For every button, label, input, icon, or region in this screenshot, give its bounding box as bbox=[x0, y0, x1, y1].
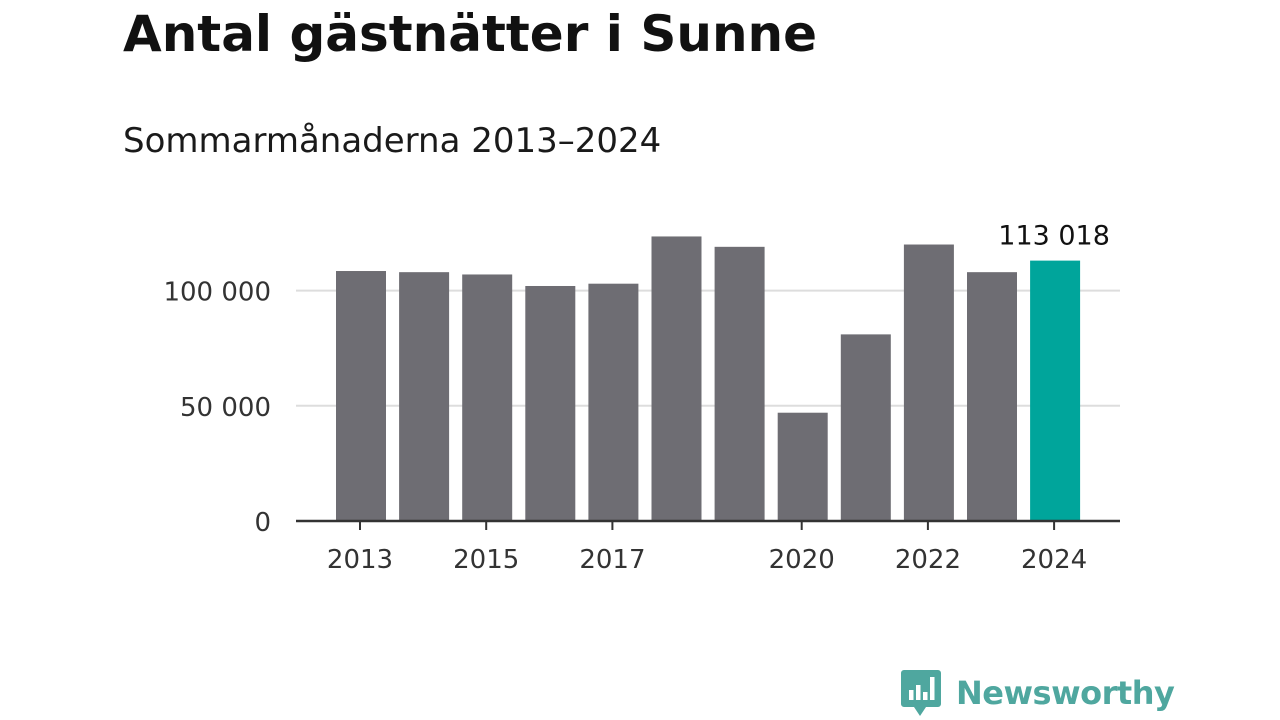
bar bbox=[588, 283, 639, 521]
bar bbox=[651, 236, 702, 521]
y-tick-label: 50 000 bbox=[180, 393, 271, 423]
y-tick-label: 0 bbox=[254, 508, 271, 538]
bars bbox=[336, 236, 1081, 521]
x-tick-label: 2020 bbox=[769, 545, 835, 575]
axes bbox=[296, 519, 1120, 530]
bar bbox=[903, 244, 954, 521]
brand-name: Newsworthy bbox=[956, 674, 1175, 712]
bar bbox=[525, 285, 576, 521]
chart-subtitle: Sommarmånaderna 2013–2024 bbox=[123, 121, 662, 161]
bar-chart: 0 50 000 100 000 113 018 2013 2015 2017 2020 202… bbox=[163, 221, 1120, 575]
labels: 0 50 000 100 000 113 018 2013 2015 2017 2020 202… bbox=[163, 221, 1109, 575]
chart-title: Antal gästnätter i Sunne bbox=[123, 5, 818, 63]
x-tick-label: 2013 bbox=[327, 545, 393, 575]
x-tick-label: 2022 bbox=[895, 545, 961, 575]
bar bbox=[462, 274, 513, 521]
brand-logo: Newsworthy bbox=[900, 668, 1175, 718]
bar bbox=[840, 334, 891, 521]
bar bbox=[399, 272, 450, 521]
bar bbox=[336, 271, 386, 521]
bar bbox=[714, 246, 765, 521]
bar bbox=[777, 412, 828, 521]
x-tick-label: 2024 bbox=[1021, 545, 1087, 575]
bar bbox=[967, 272, 1017, 521]
data-label: 113 018 bbox=[998, 221, 1110, 252]
bar-chart-speech-bubble-icon bbox=[901, 670, 941, 716]
x-tick-label: 2015 bbox=[453, 545, 519, 575]
bar-highlight bbox=[1030, 260, 1081, 521]
y-tick-label: 100 000 bbox=[163, 278, 271, 308]
x-tick-label: 2017 bbox=[579, 545, 645, 575]
